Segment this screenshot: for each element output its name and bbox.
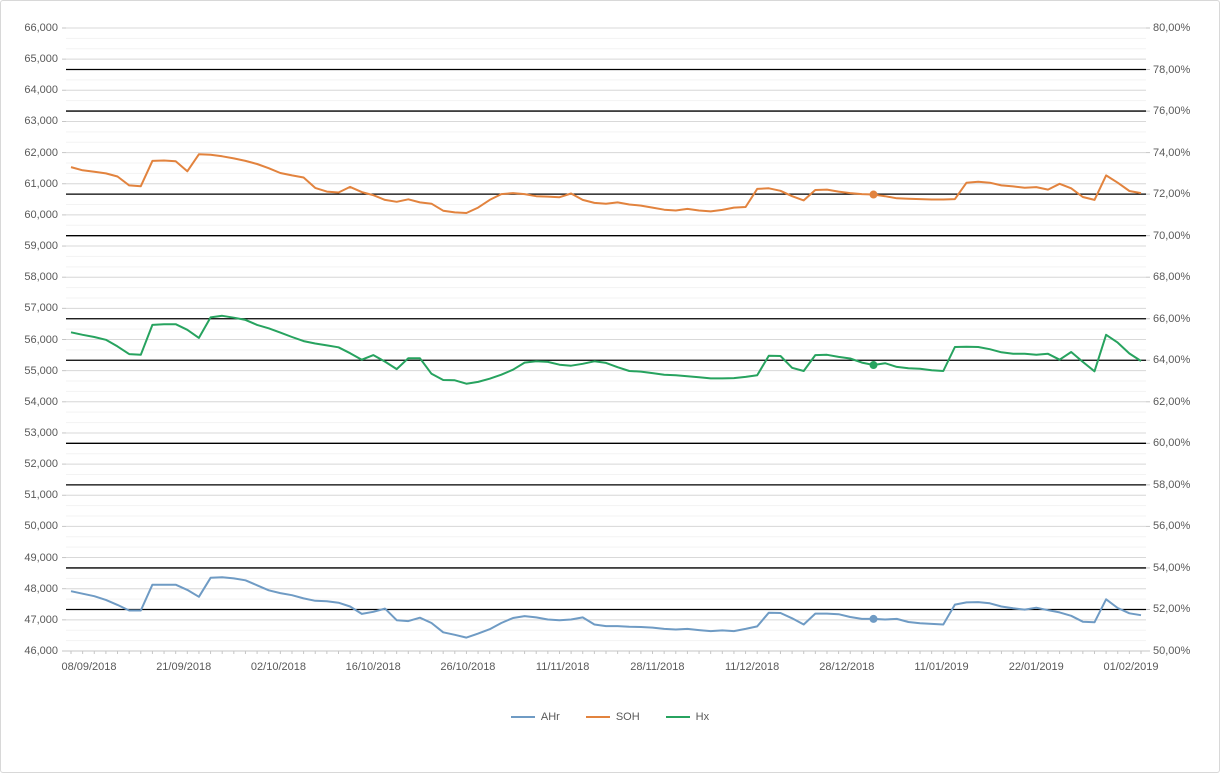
- x-axis-tick-label: 28/12/2018: [819, 661, 875, 673]
- x-axis-tick-label: 11/12/2018: [724, 661, 780, 673]
- legend-item-hx[interactable]: Hx: [665, 711, 710, 723]
- left-axis-tick-label: 49,000: [24, 551, 58, 564]
- right-axis-tick-label: 72,00%: [1153, 188, 1191, 201]
- left-axis-tick-label: 60,000: [24, 208, 58, 221]
- left-axis-tick-label: 64,000: [24, 84, 58, 97]
- x-axis-tick-label: 26/10/2018: [440, 661, 496, 673]
- x-axis-tick-label: 16/10/2018: [345, 661, 401, 673]
- left-axis-tick-label: 58,000: [24, 271, 58, 284]
- series-marker-hx[interactable]: [869, 361, 878, 370]
- right-axis-tick-label: 64,00%: [1153, 354, 1191, 367]
- series-line-soh[interactable]: [70, 153, 1142, 214]
- left-axis-tick-label: 65,000: [24, 53, 58, 66]
- right-axis-tick-label: 66,00%: [1153, 312, 1191, 325]
- left-axis-tick-label: 63,000: [24, 115, 58, 128]
- right-axis-tick-label: 62,00%: [1153, 395, 1191, 408]
- legend: AHr SOH Hx: [1, 711, 1219, 723]
- right-axis-tick-label: 70,00%: [1153, 229, 1191, 242]
- left-axis-tick-label: 47,000: [24, 613, 58, 626]
- series-marker-ahr[interactable]: [869, 614, 878, 623]
- left-axis-tick-label: 52,000: [24, 458, 58, 471]
- x-axis-tick-label: 11/01/2019: [914, 661, 969, 673]
- left-axis-tick-label: 51,000: [24, 489, 58, 502]
- right-axis-tick-label: 60,00%: [1153, 437, 1191, 450]
- x-axis-tick-label: 01/02/2019: [1103, 661, 1159, 673]
- legend-swatch-hx: [665, 716, 690, 718]
- left-axis-tick-label: 50,000: [24, 520, 58, 533]
- legend-item-soh[interactable]: SOH: [585, 711, 640, 723]
- left-axis-tick-label: 66,000: [24, 22, 58, 34]
- left-axis-tick-label: 54,000: [24, 395, 58, 408]
- x-axis-tick-label: 21/09/2018: [156, 661, 212, 673]
- x-axis-tick-label: 02/10/2018: [250, 661, 306, 673]
- right-axis-tick-label: 52,00%: [1153, 603, 1191, 616]
- series-line-ahr[interactable]: [70, 576, 1142, 639]
- left-axis-tick-label: 46,000: [24, 645, 58, 657]
- left-axis-tick-label: 61,000: [24, 177, 58, 190]
- left-axis-tick-label: 57,000: [24, 302, 58, 315]
- legend-label-hx: Hx: [695, 711, 710, 723]
- right-axis-tick-label: 58,00%: [1153, 478, 1191, 491]
- left-axis-tick-label: 53,000: [24, 426, 58, 439]
- right-axis-tick-label: 68,00%: [1153, 271, 1191, 284]
- legend-swatch-ahr: [510, 716, 535, 718]
- right-axis-tick-label: 50,00%: [1153, 645, 1191, 657]
- right-axis-tick-label: 54,00%: [1153, 561, 1191, 574]
- right-axis-tick-label: 80,00%: [1153, 22, 1191, 34]
- left-axis-tick-label: 48,000: [24, 582, 58, 595]
- left-axis-tick-label: 59,000: [24, 240, 58, 253]
- x-axis-tick-label: 22/01/2019: [1008, 661, 1064, 673]
- legend-swatch-soh: [585, 716, 610, 718]
- series-marker-soh[interactable]: [869, 190, 878, 199]
- x-axis-tick-label: 28/11/2018: [630, 661, 685, 673]
- left-axis-tick-label: 56,000: [24, 333, 58, 346]
- legend-label-ahr: AHr: [540, 711, 560, 723]
- x-axis-tick-label: 11/11/2018: [535, 661, 590, 673]
- right-axis-tick-label: 56,00%: [1153, 520, 1191, 533]
- legend-item-ahr[interactable]: AHr: [510, 711, 560, 723]
- right-axis-tick-label: 74,00%: [1153, 146, 1191, 159]
- left-axis-tick-label: 62,000: [24, 146, 58, 159]
- left-axis-tick-label: 55,000: [24, 364, 58, 377]
- x-axis-tick-label: 08/09/2018: [61, 661, 117, 673]
- right-axis-tick-label: 76,00%: [1153, 105, 1191, 118]
- series-line-hx[interactable]: [70, 314, 1142, 385]
- legend-label-soh: SOH: [615, 711, 640, 723]
- right-axis-tick-label: 78,00%: [1153, 63, 1191, 76]
